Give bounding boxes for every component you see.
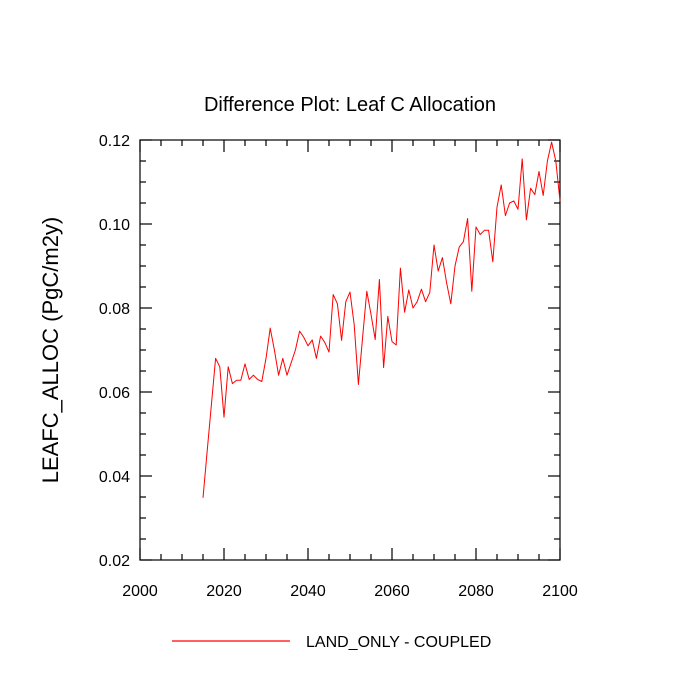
y-tick-label: 0.02 [99, 553, 130, 570]
y-tick-label: 0.12 [99, 133, 130, 150]
y-tick-label: 0.08 [99, 301, 130, 318]
y-tick-label: 0.04 [99, 469, 130, 486]
y-tick-label: 0.10 [99, 217, 130, 234]
x-tick-label: 2020 [206, 583, 242, 600]
x-tick-label: 2060 [374, 583, 410, 600]
x-tick-label: 2000 [122, 583, 158, 600]
chart-title: Difference Plot: Leaf C Allocation [204, 94, 496, 116]
x-tick-label: 2080 [458, 583, 494, 600]
series-layer [202, 141, 561, 498]
y-tick-label: 0.06 [99, 385, 130, 402]
legend-label: LAND_ONLY - COUPLED [306, 634, 491, 651]
legend: LAND_ONLY - COUPLED [172, 634, 491, 651]
x-tick-label: 2100 [542, 583, 578, 600]
x-tick-label: 2040 [290, 583, 326, 600]
axes: 2000 2020 2040 2060 2080 2100 0.02 0.04 0.06 0.08… [99, 133, 578, 600]
series-line [202, 141, 561, 498]
y-axis-label: LEAFC_ALLOC (PgC/m2y) [38, 217, 63, 484]
